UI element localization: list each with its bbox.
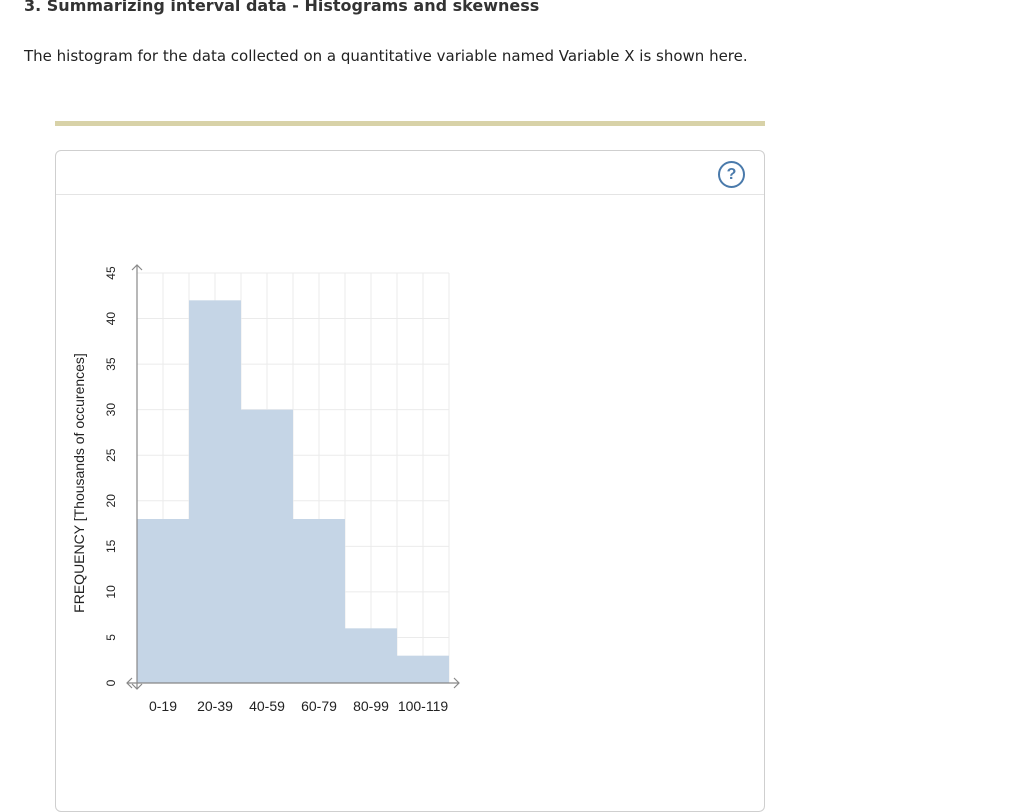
x-category-label: 20-39 xyxy=(197,698,233,714)
y-tick-label: 40 xyxy=(104,312,118,326)
y-tick-label: 30 xyxy=(104,403,118,417)
x-axis-left-arrow-icon xyxy=(126,677,133,689)
y-tick-label: 45 xyxy=(104,266,118,280)
help-button[interactable]: ? xyxy=(718,161,745,188)
histogram-bar xyxy=(397,655,449,683)
histogram-chart: 0 5 10 15 20 25 30 35 40 45 0-19 20-39 40-59 60-79 80-… xyxy=(71,264,460,714)
y-axis-arrow-icon xyxy=(131,264,143,271)
y-axis-down-arrow-icon xyxy=(131,683,143,690)
chart-panel: ? xyxy=(55,150,765,812)
y-tick-label: 35 xyxy=(104,357,118,371)
panel-toolbar-divider xyxy=(56,194,764,195)
y-tick-label: 0 xyxy=(104,679,118,686)
histogram-bar xyxy=(241,409,293,683)
x-category-label: 40-59 xyxy=(249,698,285,714)
y-axis-title: FREQUENCY [Thousands of occurences] xyxy=(71,353,87,613)
y-tick-label: 20 xyxy=(104,494,118,508)
section-divider xyxy=(55,121,765,126)
x-category-label: 60-79 xyxy=(301,698,337,714)
y-tick-label: 10 xyxy=(104,585,118,599)
histogram-bar xyxy=(137,519,189,683)
histogram-bar xyxy=(345,628,397,683)
histogram-bar xyxy=(189,300,241,683)
y-tick-label: 15 xyxy=(104,539,118,553)
x-category-label: 80-99 xyxy=(353,698,389,714)
y-tick-label: 5 xyxy=(104,634,118,641)
x-category-label: 0-19 xyxy=(149,698,177,714)
intro-text: The histogram for the data collected on … xyxy=(24,47,748,65)
y-tick-label: 25 xyxy=(104,448,118,462)
histogram-bar xyxy=(293,519,345,683)
x-axis-arrow-icon xyxy=(453,677,460,689)
page-heading: 3. Summarizing interval data - Histogram… xyxy=(24,0,540,15)
question-circle-icon: ? xyxy=(726,165,737,183)
x-category-label: 100-119 xyxy=(398,698,449,714)
